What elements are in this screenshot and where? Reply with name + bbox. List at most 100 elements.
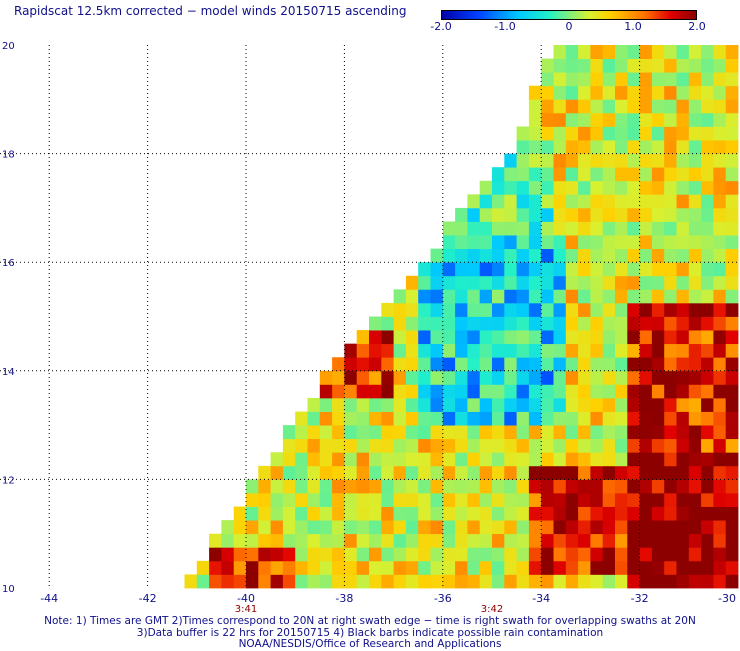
- heatmap-cell: [725, 262, 739, 277]
- heatmap-cell: [418, 289, 431, 304]
- heatmap-cell: [344, 425, 358, 440]
- heatmap-cell: [688, 248, 702, 263]
- heatmap-cell: [713, 45, 727, 59]
- heatmap-cell: [676, 560, 690, 575]
- heatmap-cell: [405, 520, 419, 535]
- heatmap-cell: [725, 302, 739, 317]
- heatmap-cell: [418, 384, 431, 399]
- heatmap-cell: [615, 126, 628, 141]
- heatmap-cell: [553, 411, 567, 426]
- heatmap-cell: [676, 262, 690, 277]
- heatmap-cell: [479, 560, 493, 575]
- heatmap-cell: [528, 384, 542, 399]
- heatmap-cell: [307, 492, 321, 507]
- heatmap-cell: [565, 289, 579, 304]
- heatmap-cell: [615, 560, 628, 575]
- heatmap-cell: [528, 262, 542, 277]
- heatmap-cell: [615, 99, 628, 114]
- heatmap-cell: [504, 533, 517, 548]
- heatmap-cell: [430, 452, 444, 467]
- heatmap-cell: [282, 574, 296, 589]
- heatmap-cell: [578, 492, 591, 507]
- heatmap-cell: [467, 343, 481, 358]
- heatmap-cell: [676, 465, 690, 480]
- heatmap-cell: [639, 153, 653, 168]
- heatmap-cell: [664, 425, 677, 440]
- heatmap-cell: [258, 533, 271, 548]
- heatmap-cell: [676, 140, 690, 154]
- heatmap-cell: [553, 533, 567, 548]
- heatmap-cell: [651, 411, 665, 426]
- heatmap-cell: [639, 438, 653, 453]
- heatmap-cell: [553, 479, 567, 494]
- heatmap-cell: [676, 574, 690, 589]
- heatmap-cell: [664, 167, 677, 182]
- heatmap-cell: [332, 533, 345, 548]
- heatmap-cell: [615, 289, 628, 304]
- heatmap-cell: [725, 316, 739, 331]
- heatmap-cell: [627, 520, 640, 535]
- heatmap-cell: [664, 275, 677, 290]
- heatmap-cell: [553, 574, 567, 589]
- heatmap-cell: [664, 194, 677, 209]
- heatmap-cell: [688, 194, 702, 209]
- heatmap-cell: [442, 452, 456, 467]
- heatmap-cell: [713, 357, 727, 372]
- heatmap-cell: [602, 235, 616, 250]
- heatmap-cell: [516, 506, 530, 521]
- heatmap-cell: [455, 357, 468, 372]
- x-tick-label: -42: [139, 592, 157, 605]
- heatmap-cell: [639, 275, 653, 290]
- heatmap-cell: [467, 465, 481, 480]
- heatmap-cell: [701, 112, 714, 127]
- heatmap-cell: [442, 411, 456, 426]
- heatmap-cell: [639, 370, 653, 385]
- heatmap-cell: [356, 574, 370, 589]
- heatmap-cell: [602, 574, 616, 589]
- heatmap-cell: [590, 316, 604, 331]
- heatmap-cell: [701, 492, 714, 507]
- heatmap-cell: [701, 560, 714, 575]
- chart-title: Rapidscat 12.5km corrected − model winds…: [14, 4, 407, 18]
- heatmap-cell: [602, 547, 616, 562]
- heatmap-cell: [492, 438, 505, 453]
- heatmap-cell: [541, 492, 554, 507]
- heatmap-cell: [615, 506, 628, 521]
- heatmap-cell: [713, 397, 727, 412]
- heatmap-cell: [713, 479, 727, 494]
- heatmap-cell: [504, 248, 517, 263]
- heatmap-cell: [602, 262, 616, 277]
- heatmap-cell: [701, 72, 714, 87]
- heatmap-cell: [627, 506, 640, 521]
- heatmap-cell: [651, 560, 665, 575]
- heatmap-cell: [676, 533, 690, 548]
- heatmap-cell: [602, 397, 616, 412]
- heatmap-cell: [578, 194, 591, 209]
- heatmap-cell: [651, 112, 665, 127]
- heatmap-cell: [528, 520, 542, 535]
- heatmap-cell: [541, 397, 554, 412]
- heatmap-cell: [516, 262, 530, 277]
- heatmap-cell: [725, 411, 739, 426]
- heatmap-cell: [295, 425, 308, 440]
- heatmap-cell: [627, 99, 640, 114]
- heatmap-cell: [258, 574, 271, 589]
- heatmap-cell: [492, 289, 505, 304]
- heatmap-cell: [590, 45, 604, 59]
- heatmap-cell: [615, 411, 628, 426]
- heatmap-cell: [270, 452, 284, 467]
- heatmap-cell: [578, 533, 591, 548]
- heatmap-cell: [405, 397, 419, 412]
- heatmap-cell: [295, 547, 308, 562]
- heatmap-cell: [565, 397, 579, 412]
- heatmap-cell: [688, 112, 702, 127]
- heatmap-cell: [565, 153, 579, 168]
- heatmap-cell: [565, 140, 579, 154]
- heatmap-cell: [405, 357, 419, 372]
- heatmap-cell: [627, 384, 640, 399]
- heatmap-cell: [467, 479, 481, 494]
- heatmap-cell: [455, 506, 468, 521]
- heatmap-cell: [344, 492, 358, 507]
- heatmap-cell: [442, 330, 456, 345]
- heatmap-cell: [602, 45, 616, 59]
